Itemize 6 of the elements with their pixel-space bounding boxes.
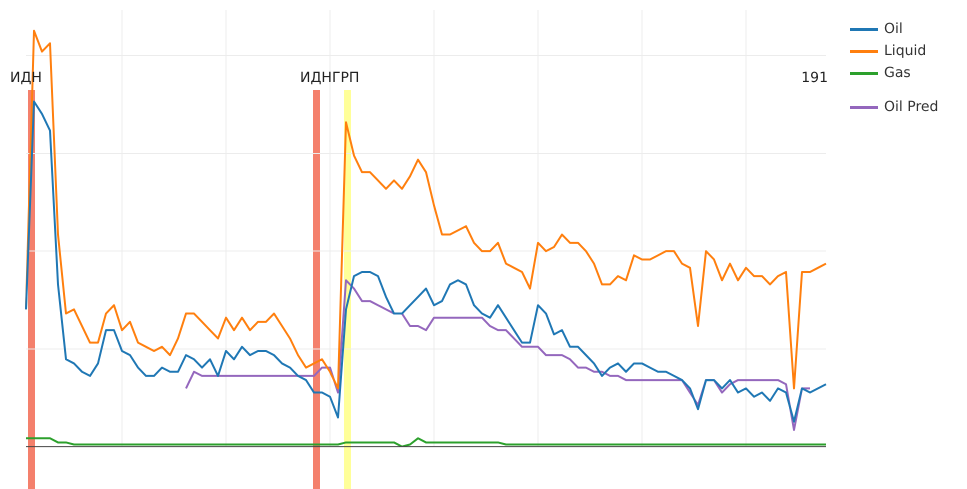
legend-label: Oil Pred: [884, 99, 938, 115]
legend-label: Liquid: [884, 43, 926, 59]
annotation: 191: [801, 70, 828, 86]
legend-label: Gas: [884, 65, 911, 81]
annotation: ИДНГРП: [300, 70, 360, 86]
legend-label: Oil: [884, 21, 903, 37]
